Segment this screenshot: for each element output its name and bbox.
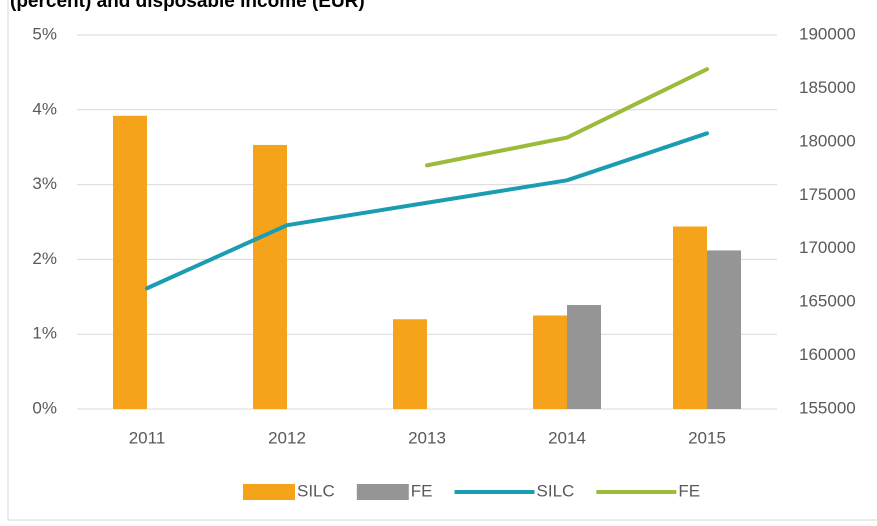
bar (253, 144, 287, 409)
y-tick-label: 4% (32, 99, 57, 118)
x-tick-label: 2014 (548, 428, 586, 447)
y2-tick-label: 175000 (799, 185, 856, 204)
x-tick-label: 2011 (129, 428, 166, 447)
chart-title: (percent) and disposable income (EUR) (10, 0, 365, 12)
x-tick-label: 2012 (268, 428, 306, 447)
legend-swatch (356, 484, 409, 500)
x-tick-label: 2013 (408, 428, 446, 447)
y-tick-label: 0% (32, 398, 57, 417)
bar (393, 319, 427, 409)
bar (673, 226, 707, 409)
bar (533, 315, 567, 409)
y-tick-label: 2% (32, 249, 57, 268)
y2-tick-label: 185000 (799, 78, 856, 97)
legend-label: FE (678, 481, 700, 500)
y2-tick-label: 170000 (799, 238, 856, 257)
line (425, 67, 709, 168)
bar (113, 115, 147, 409)
bar (707, 250, 741, 409)
y2-tick-label: 165000 (799, 292, 856, 311)
legend-label: FE (411, 481, 433, 500)
y2-tick-label: 180000 (799, 131, 856, 150)
y2-tick-label: 190000 (799, 24, 856, 43)
legend-swatch (243, 484, 295, 500)
legend-label: SILC (297, 481, 335, 500)
x-tick-label: 2015 (688, 428, 726, 447)
bar (567, 305, 601, 409)
line (145, 131, 709, 291)
chart-border (7, 0, 877, 521)
y-tick-label: 5% (32, 24, 57, 43)
y-tick-label: 1% (32, 324, 57, 343)
y2-tick-label: 155000 (799, 398, 856, 417)
y2-tick-label: 160000 (799, 345, 856, 364)
y-tick-label: 3% (32, 174, 57, 193)
legend-label: SILC (537, 481, 575, 500)
